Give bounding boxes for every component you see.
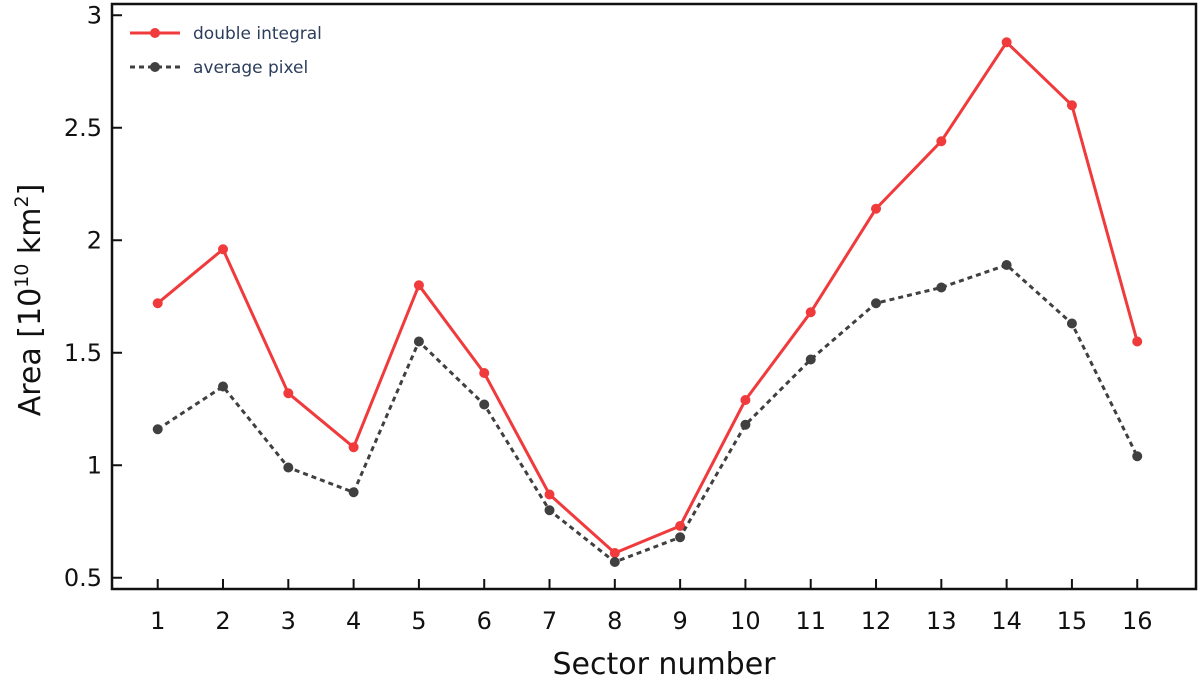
- data-point: [1066, 318, 1077, 329]
- x-axis-ticks: 1 2 3 4 5 6 7 8 9 10 11 12 13 14 15 16: [150, 579, 1153, 635]
- y-tick-label: 2: [87, 226, 102, 254]
- data-point: [479, 399, 490, 410]
- data-point: [740, 419, 751, 430]
- x-tick-label: 10: [730, 607, 761, 635]
- data-point: [936, 282, 947, 293]
- y-axis-title-unit-exponent: 2: [11, 195, 33, 207]
- series-line: [156, 263, 1139, 564]
- x-tick-label: 4: [346, 607, 361, 635]
- y-axis-title: Area [1010 km2]: [11, 184, 48, 417]
- x-axis-title: Sector number: [552, 647, 776, 682]
- legend-label: double integral: [193, 24, 322, 44]
- x-tick-label: 7: [542, 607, 557, 635]
- data-point: [1066, 100, 1077, 111]
- data-point: [740, 395, 751, 405]
- data-point: [609, 557, 620, 567]
- data-point: [283, 388, 294, 399]
- y-axis-title-unit: km: [13, 208, 48, 264]
- y-tick-label: 3: [87, 1, 102, 29]
- data-point: [805, 354, 816, 365]
- data-point: [413, 336, 424, 347]
- x-tick-label: 5: [411, 607, 426, 635]
- data-point: [152, 298, 163, 309]
- x-tick-label: 15: [1057, 607, 1088, 635]
- series-line: [156, 40, 1139, 555]
- data-point: [218, 381, 229, 392]
- data-point: [1132, 336, 1143, 347]
- legend-marker: [150, 62, 160, 72]
- plot-area: [110, 2, 1198, 591]
- x-tick-label: 2: [215, 607, 230, 635]
- x-tick-label: 12: [861, 607, 892, 635]
- x-tick-label: 3: [281, 607, 296, 635]
- data-point: [544, 505, 555, 516]
- data-point: [936, 136, 947, 147]
- x-tick-label: 14: [991, 607, 1022, 635]
- data-point: [544, 489, 555, 500]
- y-tick-label: 1: [87, 451, 102, 479]
- y-axis-title-exponent: 10: [11, 264, 33, 288]
- y-axis-title-prefix: Area [10: [13, 288, 48, 416]
- data-point: [479, 368, 490, 378]
- plot-frame: [110, 2, 1198, 591]
- data-point: [283, 462, 294, 473]
- data-point: [609, 548, 620, 558]
- data-point: [348, 442, 359, 453]
- x-tick-label: 1: [150, 607, 165, 635]
- series-double-integral: [152, 37, 1143, 558]
- data-point: [1001, 37, 1012, 48]
- data-point: [1001, 260, 1012, 270]
- legend-marker: [150, 28, 160, 38]
- data-point: [218, 244, 229, 255]
- data-point: [675, 532, 686, 543]
- data-point: [871, 203, 882, 214]
- y-axis-ticks: 0.5 1 1.5 2 2.5 3: [64, 1, 122, 592]
- legend: double integral average pixel: [130, 24, 322, 78]
- series-average-pixel: [152, 260, 1143, 567]
- data-point: [1132, 451, 1143, 462]
- data-point: [675, 521, 686, 531]
- legend-label: average pixel: [193, 58, 308, 78]
- x-tick-label: 8: [607, 607, 622, 635]
- x-tick-label: 6: [477, 607, 492, 635]
- x-tick-label: 9: [672, 607, 687, 635]
- x-tick-label: 13: [926, 607, 957, 635]
- data-point: [871, 298, 882, 309]
- data-point: [348, 487, 359, 498]
- data-point: [152, 424, 163, 435]
- series-layer: [152, 37, 1143, 567]
- y-tick-label: 1.5: [64, 339, 102, 367]
- x-tick-label: 16: [1122, 607, 1153, 635]
- data-point: [413, 280, 424, 291]
- data-point: [805, 307, 816, 318]
- y-tick-label: 0.5: [64, 564, 102, 592]
- x-tick-label: 11: [795, 607, 826, 635]
- y-tick-label: 2.5: [64, 114, 102, 142]
- y-axis-title-suffix: ]: [13, 184, 48, 196]
